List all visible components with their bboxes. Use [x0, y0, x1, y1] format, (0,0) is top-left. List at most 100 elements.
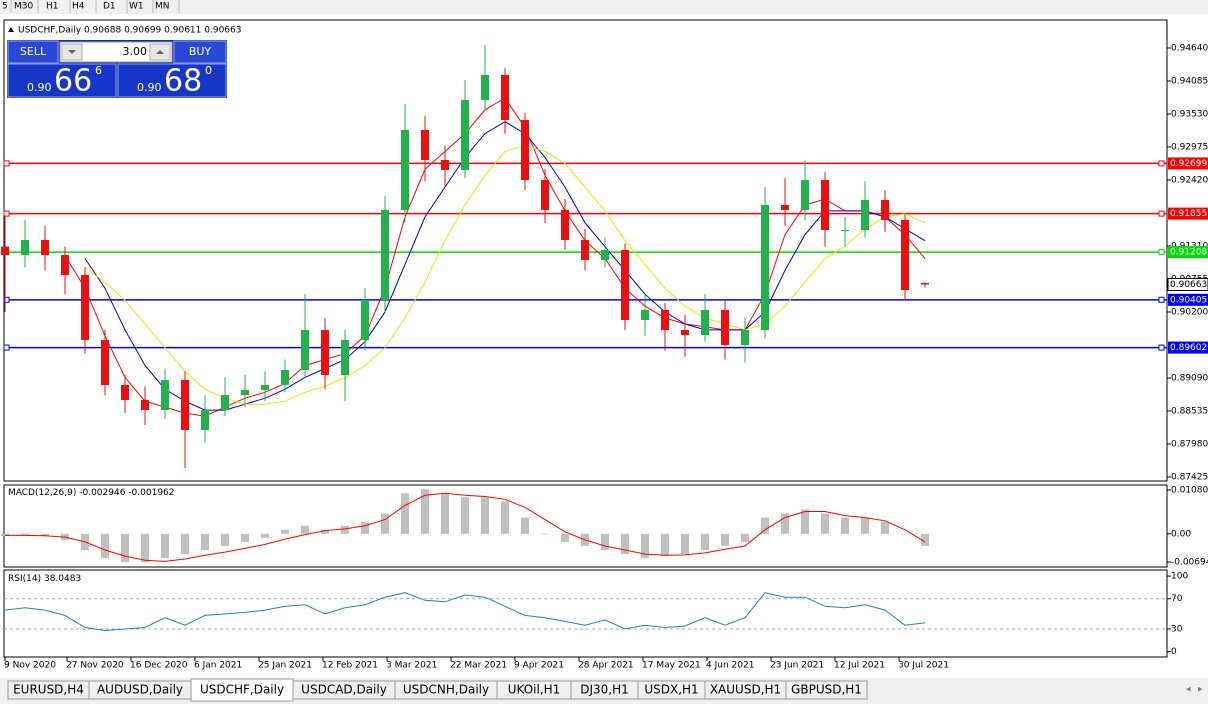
timeframe-button[interactable]: M30	[14, 2, 33, 12]
tab[interactable]	[785, 680, 868, 700]
candle-body	[881, 199, 889, 221]
macd-signal	[5, 492, 926, 562]
plots: 0.946400.940850.935300.929750.924200.913…	[1, 44, 1208, 671]
collapse-icon[interactable]	[8, 27, 14, 32]
macd-bar	[1, 533, 9, 536]
ask-prefix: 0.90	[137, 81, 162, 94]
scroll-right[interactable]: ▸	[1198, 685, 1203, 695]
y-tick-label: 0.90200	[1171, 308, 1208, 318]
rsi-title: RSI(14)	[8, 574, 41, 584]
macd-bar	[801, 509, 809, 534]
macd-bar	[781, 513, 789, 534]
candle-body	[321, 330, 329, 375]
level-label: 0.92699	[1170, 159, 1207, 169]
timeframe-button[interactable]: W1	[129, 2, 144, 12]
down-arrow	[68, 50, 76, 54]
timeframe-button[interactable]: H1	[46, 2, 59, 12]
candle-body	[1, 246, 9, 255]
bid-pips: 66	[54, 64, 92, 99]
tab-label: XAUUSD,H1	[710, 683, 781, 697]
level-handle[interactable]	[3, 344, 10, 351]
ask-box[interactable]	[117, 63, 227, 98]
scroll-left[interactable]: ◂	[1186, 685, 1191, 695]
candle-body	[561, 209, 569, 241]
level-handle[interactable]	[1158, 344, 1165, 351]
timeframe-toolbar	[0, 0, 1208, 14]
symbol-tabs: EURUSD,H4 AUDUSD,Daily USDCHF,Daily USDCAD,…	[7, 678, 868, 702]
macd-header: MACD(12,26,9) -0.002946 -0.001962	[8, 488, 175, 498]
level-label-box	[1168, 246, 1208, 259]
candle-body	[221, 395, 229, 411]
y-tick-label: -0.006948	[1171, 558, 1208, 568]
macd-bar	[521, 517, 529, 534]
x-tick-label: 12 Jul 2021	[834, 661, 885, 671]
macd-bar	[881, 521, 889, 534]
macd-bar	[321, 529, 329, 534]
level-handle[interactable]	[1158, 210, 1165, 217]
level-label: 0.91855	[1170, 209, 1207, 219]
rsi-value: 38.0483	[44, 574, 81, 584]
macd-bar	[381, 513, 389, 534]
candle-body	[401, 130, 409, 210]
tab-label: USDCAD,Daily	[301, 683, 387, 697]
macd-bar	[41, 533, 49, 537]
bid-box[interactable]	[7, 63, 117, 98]
candle-body	[641, 309, 649, 320]
level-label-box	[1168, 293, 1208, 306]
lot-value: 3.00	[123, 45, 148, 58]
macd-bar	[701, 533, 709, 551]
y-tick-label: 0.00	[1171, 529, 1191, 539]
timeframe-button[interactable]: MN	[155, 2, 170, 12]
macd-bar	[21, 533, 29, 536]
candle-body	[461, 100, 469, 171]
up-arrow	[156, 50, 164, 54]
level-handle[interactable]	[1158, 296, 1165, 303]
x-tick-label: 6 Jan 2021	[194, 661, 242, 671]
candle-body	[821, 180, 829, 231]
x-tick-label: 23 Jun 2021	[770, 661, 824, 671]
current-price-label: 0.90663	[1170, 280, 1207, 290]
y-tick-label: 0.89090	[1171, 374, 1208, 384]
level-handle[interactable]	[1158, 160, 1165, 167]
x-tick-label: 12 Feb 2021	[322, 661, 378, 671]
timeframe-button[interactable]: D1	[103, 2, 116, 12]
macd-bar	[721, 533, 729, 546]
macd-bar	[121, 533, 129, 563]
level-handle[interactable]	[3, 296, 10, 303]
macd-bar	[361, 521, 369, 534]
macd-bar	[541, 533, 549, 535]
tab-label: USDCNH,Daily	[403, 683, 489, 697]
rsi-line	[4, 592, 926, 632]
macd-bar	[201, 533, 209, 551]
macd-bar	[301, 525, 309, 534]
timeframe-button[interactable]: 5	[2, 2, 8, 12]
macd-bar	[821, 513, 829, 534]
macd-bar	[261, 533, 269, 538]
macd-bar	[741, 533, 749, 542]
candle-body	[61, 254, 69, 276]
level-label-box	[1168, 341, 1208, 354]
level-label: 0.89602	[1170, 343, 1207, 353]
macd-bar	[341, 525, 349, 534]
tab-label: USDX,H1	[644, 683, 698, 697]
tab-label: AUDUSD,Daily	[97, 683, 183, 697]
candle-body	[921, 282, 929, 285]
macd-bar	[441, 493, 449, 534]
sell-button[interactable]	[7, 40, 59, 64]
candle-body	[81, 275, 89, 341]
level-handle[interactable]	[1158, 249, 1165, 256]
macd-bar	[461, 497, 469, 534]
candle-body	[21, 240, 29, 255]
macd-bar	[761, 517, 769, 534]
timeframe-button[interactable]: H4	[72, 2, 85, 12]
tab-label: DJ30,H1	[580, 683, 629, 697]
candle-body	[601, 249, 609, 260]
lot-field[interactable]	[59, 41, 173, 63]
level-handle[interactable]	[3, 160, 10, 167]
y-tick-label: 0.87980	[1171, 440, 1208, 450]
level-handle[interactable]	[3, 210, 10, 217]
buy-label: BUY	[189, 45, 212, 58]
tab-label: USDCHF,Daily	[200, 683, 284, 697]
buy-button[interactable]	[173, 40, 227, 64]
